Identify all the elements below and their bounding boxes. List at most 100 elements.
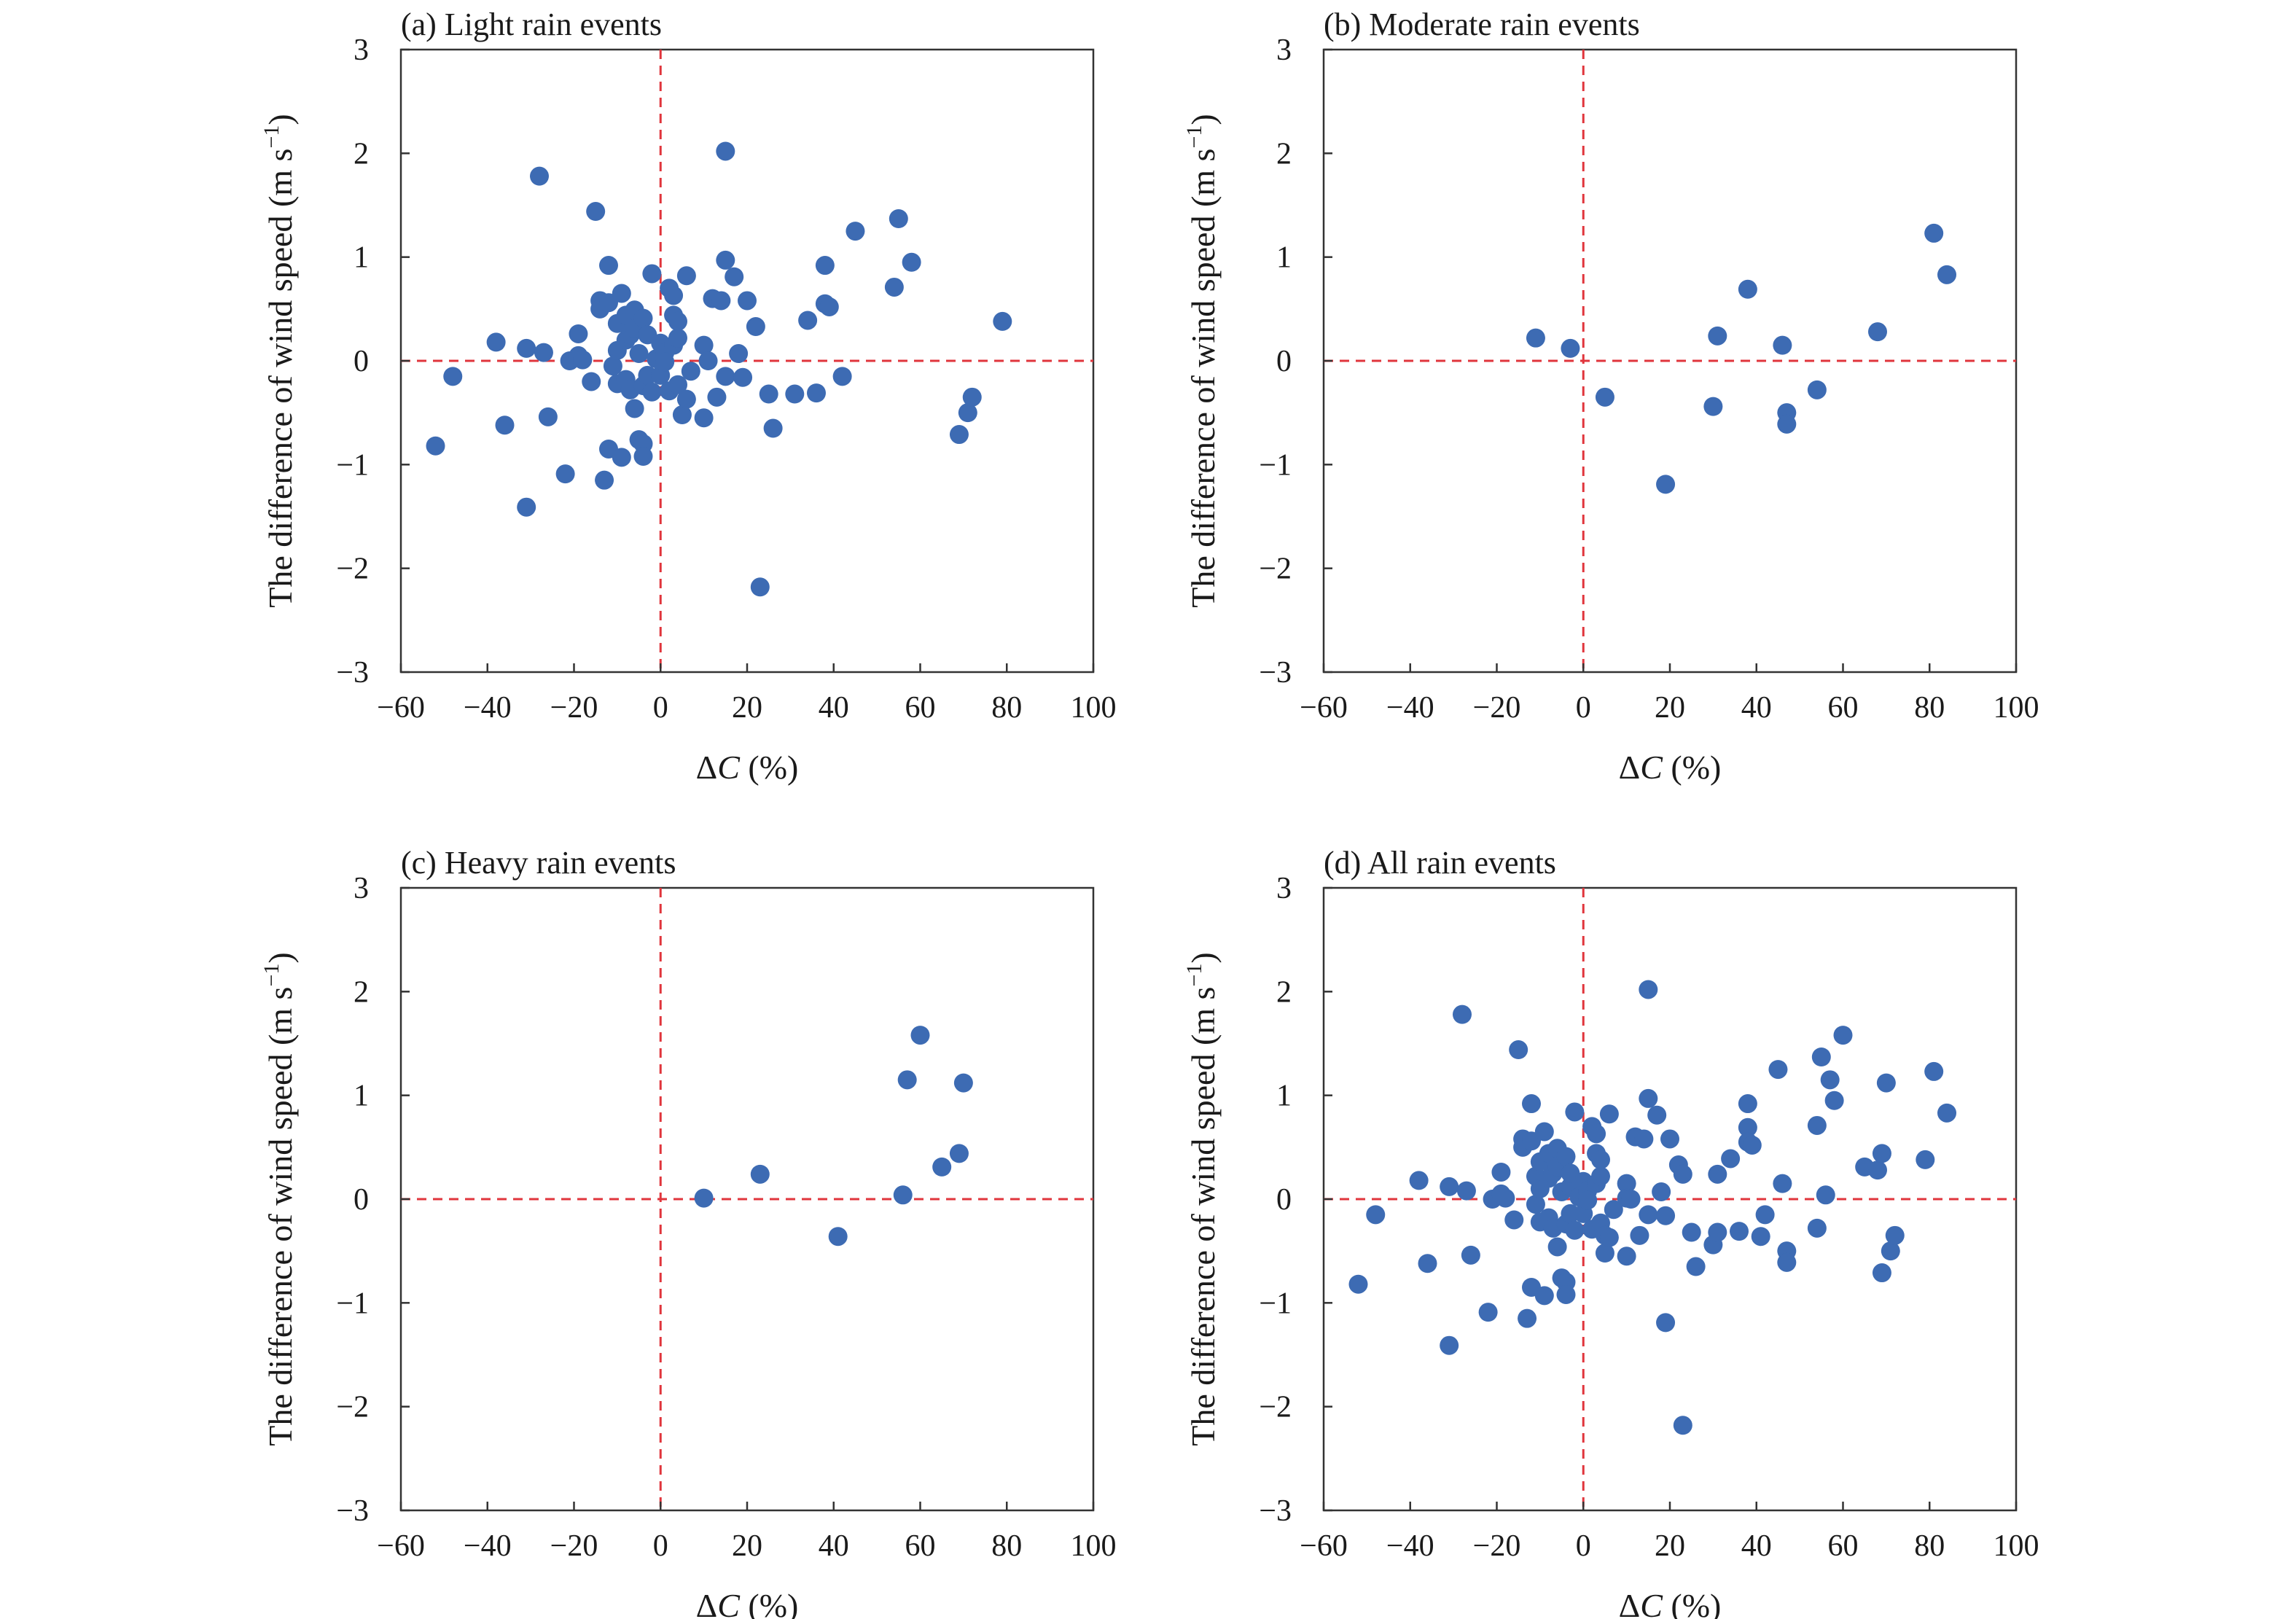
y-axis-title: The difference of wind speed (m s−1) xyxy=(259,952,299,1446)
scatter-point xyxy=(1738,279,1757,299)
scatter-point xyxy=(638,365,657,385)
scatter-point xyxy=(1522,1094,1541,1114)
y-tick-label: 1 xyxy=(354,1080,369,1113)
scatter-point xyxy=(828,1227,848,1247)
scatter-point xyxy=(1556,1147,1576,1166)
x-tick-label: −60 xyxy=(1300,691,1348,725)
scatter-point xyxy=(733,367,753,387)
x-tick-label: 20 xyxy=(732,1529,762,1563)
scatter-point xyxy=(1755,1205,1775,1225)
scatter-point xyxy=(1561,1203,1580,1223)
x-tick-label: −20 xyxy=(1473,1529,1521,1563)
scatter-point xyxy=(1639,1205,1658,1225)
scatter-point xyxy=(707,387,727,407)
scatter-point xyxy=(1595,387,1614,407)
x-tick-label: −20 xyxy=(550,1529,598,1563)
scatter-point xyxy=(1565,1220,1585,1240)
scatter-point xyxy=(1518,1308,1537,1328)
scatter-point xyxy=(555,464,575,484)
scatter-point xyxy=(716,250,735,270)
scatter-point xyxy=(910,1026,930,1045)
panel-title: (a) Light rain events xyxy=(401,7,662,42)
scatter-point xyxy=(1738,1117,1757,1137)
scatter-point xyxy=(1587,1124,1606,1144)
y-tick-label: −2 xyxy=(1259,553,1292,586)
scatter-point xyxy=(949,1144,969,1163)
scatter-point xyxy=(1440,1335,1459,1355)
scatter-point xyxy=(1868,1160,1887,1180)
scatter-point xyxy=(785,384,805,404)
scatter-point xyxy=(1534,1122,1554,1142)
scatter-point xyxy=(1461,1245,1480,1265)
scatter-point xyxy=(897,1070,917,1090)
scatter-point xyxy=(1881,1241,1900,1261)
x-tick-label: −60 xyxy=(1300,1529,1348,1563)
scatter-point xyxy=(1937,265,1956,284)
scatter-point xyxy=(1491,1162,1511,1182)
y-tick-label: 3 xyxy=(354,872,369,905)
y-tick-label: −3 xyxy=(336,656,369,690)
x-axis-title: ΔC (%) xyxy=(696,749,799,786)
x-tick-label: 100 xyxy=(1994,1529,2039,1563)
scatter-point xyxy=(1686,1257,1706,1276)
scatter-point xyxy=(1721,1149,1741,1169)
panel-title: (d) All rain events xyxy=(1324,845,1556,881)
scatter-point xyxy=(1868,322,1887,342)
scatter-point xyxy=(893,1185,913,1205)
scatter-point xyxy=(517,497,536,517)
scatter-point xyxy=(1565,1102,1585,1122)
scatter-point xyxy=(725,267,744,286)
scatter-point xyxy=(1509,1040,1528,1060)
scatter-point xyxy=(1730,1222,1749,1241)
y-axis-title: The difference of wind speed (m s−1) xyxy=(259,114,299,607)
scatter-point xyxy=(1816,1185,1835,1205)
scatter-point xyxy=(1639,1088,1658,1108)
y-tick-label: 1 xyxy=(1276,1080,1292,1113)
x-tick-label: 80 xyxy=(991,1529,1022,1563)
scatter-point xyxy=(729,344,749,364)
scatter-point xyxy=(1703,397,1723,416)
scatter-point xyxy=(932,1157,952,1177)
y-tick-label: 3 xyxy=(1276,34,1292,67)
scatter-point xyxy=(1595,1244,1614,1263)
scatter-point xyxy=(1409,1171,1429,1190)
scatter-point xyxy=(1742,1135,1762,1155)
scatter-point xyxy=(633,446,653,466)
scatter-point xyxy=(625,399,644,418)
x-tick-label: 60 xyxy=(905,1529,936,1563)
x-tick-label: 80 xyxy=(1914,691,1945,725)
scatter-point xyxy=(1872,1263,1891,1283)
y-tick-label: −1 xyxy=(1259,448,1292,482)
scatter-point xyxy=(1634,1129,1654,1149)
scatter-point xyxy=(1547,1237,1567,1257)
scatter-point xyxy=(1526,328,1545,348)
scatter-point xyxy=(1591,1166,1610,1186)
scatter-point xyxy=(1591,1150,1610,1169)
y-tick-label: −1 xyxy=(336,448,369,482)
scatter-point xyxy=(681,362,700,381)
scatter-point xyxy=(1617,1174,1636,1193)
scatter-point xyxy=(1656,475,1676,494)
x-tick-label: 0 xyxy=(653,1529,668,1563)
scatter-point xyxy=(668,328,687,348)
scatter-point xyxy=(612,284,631,303)
scatter-point xyxy=(530,166,549,186)
x-tick-label: 80 xyxy=(1914,1529,1945,1563)
scatter-point xyxy=(1621,1190,1641,1209)
scatter-point xyxy=(1937,1103,1956,1123)
scatter-point xyxy=(1807,1115,1827,1135)
y-tick-label: −1 xyxy=(1259,1287,1292,1320)
scatter-point xyxy=(1924,223,1944,243)
scatter-point xyxy=(676,389,696,409)
scatter-point xyxy=(668,311,687,331)
scatter-point xyxy=(538,407,558,426)
x-tick-label: 80 xyxy=(991,691,1022,725)
scatter-point xyxy=(1656,1313,1676,1333)
scatter-point xyxy=(1440,1177,1459,1196)
scatter-point xyxy=(846,222,865,241)
scatter-point xyxy=(629,344,649,364)
y-tick-label: 1 xyxy=(354,241,369,275)
x-tick-label: −60 xyxy=(377,1529,425,1563)
scatter-point xyxy=(517,338,536,358)
y-tick-label: 0 xyxy=(1276,1183,1292,1217)
